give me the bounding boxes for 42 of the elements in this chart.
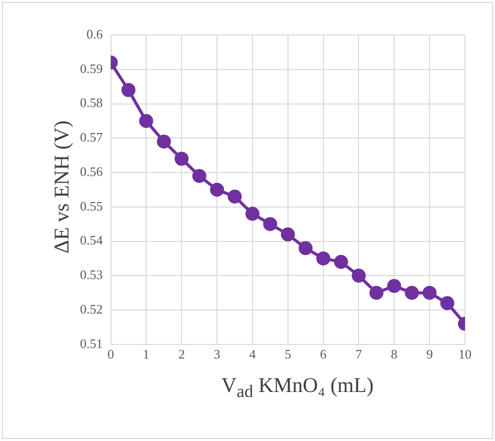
point (440, 296, 454, 310)
x-tick-label: 10 (458, 346, 472, 362)
y-tick-label: 0.54 (80, 232, 104, 248)
point (245, 206, 260, 221)
x-tick-label: 2 (178, 346, 185, 362)
y-tick-label: 0.56 (80, 164, 104, 179)
point (139, 114, 154, 128)
point (316, 251, 330, 266)
y-axis-title: ΔE vs ENH (V) (50, 120, 74, 254)
point (228, 190, 242, 204)
point (298, 241, 313, 256)
point (280, 227, 295, 242)
x-tick-label: 0 (108, 346, 114, 362)
x-tick-label: 5 (284, 346, 292, 362)
x-tick-label: 3 (214, 346, 220, 362)
point (263, 217, 278, 232)
y-tick-label: 0.55 (80, 198, 103, 214)
point (404, 286, 419, 300)
x-tick-label: 4 (249, 346, 256, 362)
point (422, 286, 437, 300)
point (174, 152, 189, 166)
x-tick-label: 8 (390, 346, 398, 362)
y-tick-label: 0.59 (80, 60, 103, 76)
x-axis-title: V$_{ad}$ KMnO₄ (mL) (220, 373, 375, 402)
y-tick-label: 0.51 (80, 336, 103, 351)
point (369, 286, 384, 300)
point (352, 268, 366, 283)
point (156, 134, 171, 149)
y-tick-label: 0.57 (80, 130, 104, 145)
x-tick-label: 6 (320, 346, 328, 362)
x-tick-label: 1 (142, 346, 150, 362)
x-tick-label: 7 (355, 346, 362, 362)
y-tick-label: 0.53 (80, 267, 103, 282)
point (334, 254, 348, 269)
x-tick-label: 9 (426, 346, 433, 362)
point (121, 83, 136, 98)
y-tick-label: 0.52 (80, 301, 103, 316)
y-tick-label: 0.6 (86, 26, 104, 42)
y-tick-label: 0.58 (80, 95, 103, 110)
point (192, 168, 206, 183)
point (210, 182, 224, 197)
point (387, 278, 402, 293)
